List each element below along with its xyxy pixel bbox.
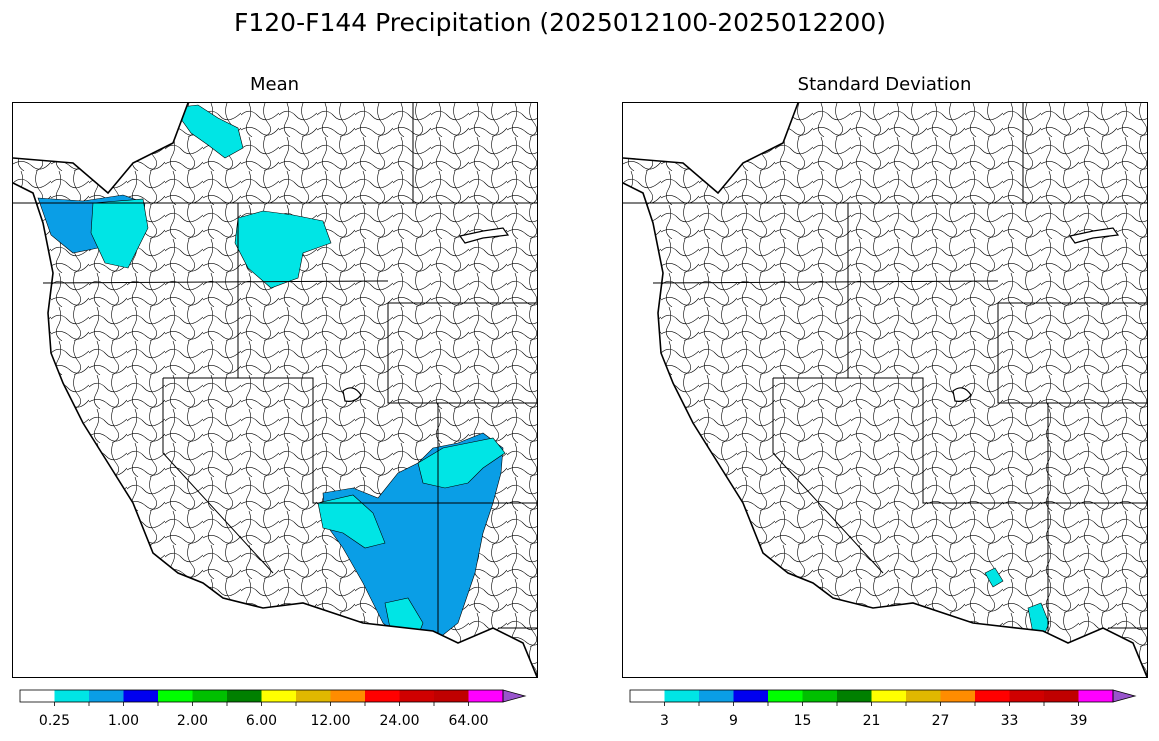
colorbar-segment <box>434 690 469 702</box>
mean-panel-title: Mean <box>249 74 300 95</box>
colorbar-tick-label: 9 <box>729 713 738 729</box>
colorbar-tick-label: 12.00 <box>310 713 350 729</box>
lake-outline <box>458 227 510 244</box>
colorbar-tick-label: 1.00 <box>108 713 139 729</box>
northern-idaho-precip-region <box>234 210 332 289</box>
colorbar-segment <box>940 690 975 702</box>
colorbar-segment <box>768 690 803 702</box>
colorbar-segment <box>906 690 941 702</box>
colorbar-tick-label: 64.00 <box>448 713 488 729</box>
colorbar-segment <box>89 690 124 702</box>
std-basin-mesh <box>623 103 1147 677</box>
colorbar-tick-label: 15 <box>794 713 812 729</box>
colorbar-tick-label: 24.00 <box>379 713 419 729</box>
colorbar-segment <box>802 690 837 702</box>
new-mexico-precip-region <box>417 437 506 489</box>
mean-map[interactable] <box>12 102 538 678</box>
british-columbia-precip-region <box>172 104 244 159</box>
std-map[interactable] <box>622 102 1148 678</box>
std-panel-title: Standard Deviation <box>797 74 972 95</box>
colorbar-tick-label: 33 <box>1001 713 1019 729</box>
colorbar-segment <box>296 690 331 702</box>
colorbar-segment <box>330 690 365 702</box>
colorbar-tick-label: 2.00 <box>177 713 208 729</box>
colorbar-segment <box>54 690 89 702</box>
mean-colorbar: 0.25 1.00 2.00 6.00 12.00 24.00 64.00 <box>19 689 529 729</box>
washington-coast-precip-region <box>90 198 149 269</box>
colorbar-segment <box>20 690 55 702</box>
colorbar-segment <box>399 690 434 702</box>
figure-title: F120-F144 Precipitation (2025012100-2025… <box>233 8 886 37</box>
colorbar-extend-max <box>502 689 527 703</box>
colorbar-tick-label: 39 <box>1070 713 1088 729</box>
lake-outline <box>1068 227 1120 244</box>
colorbar-segment <box>1009 690 1044 702</box>
colorbar-extend-max <box>1112 689 1137 703</box>
std-map-canvas <box>623 103 1147 677</box>
colorbar-segment <box>1078 690 1113 702</box>
colorbar-segment <box>837 690 872 702</box>
coastline <box>623 103 1147 677</box>
colorbar-segment <box>733 690 768 702</box>
std-colorbar-svg: 3 9 15 21 27 33 39 <box>629 689 1137 729</box>
colorbar-segment <box>192 690 227 702</box>
colorbar-segment <box>630 690 665 702</box>
colorbar-segment <box>123 690 158 702</box>
colorbar-segment <box>664 690 699 702</box>
great-salt-lake <box>342 387 362 402</box>
state-boundaries <box>13 103 537 633</box>
colorbar-segment <box>871 690 906 702</box>
colorbar-segment <box>468 690 503 702</box>
mean-map-canvas <box>13 103 537 677</box>
colorbar-tick-label: 3 <box>660 713 669 729</box>
colorbar-segment <box>227 690 262 702</box>
colorbar-segment <box>158 690 193 702</box>
colorbar-tick-label: 21 <box>863 713 881 729</box>
colorbar-segment <box>1044 690 1079 702</box>
colorbar-tick-label: 27 <box>932 713 950 729</box>
colorbar-segment <box>365 690 400 702</box>
coastline <box>13 103 537 677</box>
colorbar-tick-label: 0.25 <box>39 713 70 729</box>
colorbar-tick-label: 6.00 <box>246 713 277 729</box>
mean-basin-mesh <box>13 103 537 677</box>
mean-colorbar-svg: 0.25 1.00 2.00 6.00 12.00 24.00 64.00 <box>19 689 527 729</box>
great-salt-lake <box>952 387 972 402</box>
colorbar-segment <box>699 690 734 702</box>
colorbar-segment <box>261 690 296 702</box>
colorbar-segment <box>975 690 1010 702</box>
arizona-std-region <box>984 567 1004 588</box>
central-arizona-precip-region <box>317 494 386 549</box>
std-colorbar: 3 9 15 21 27 33 39 <box>629 689 1139 729</box>
state-boundaries <box>623 103 1147 633</box>
